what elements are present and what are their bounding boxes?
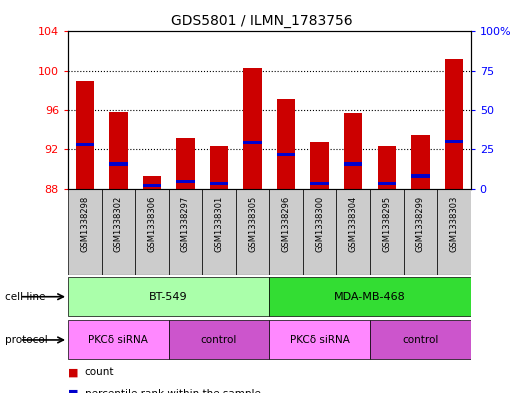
Bar: [311, 142, 329, 189]
Bar: [378, 182, 396, 185]
Bar: [109, 162, 128, 166]
Bar: [269, 321, 370, 359]
Bar: [68, 277, 269, 316]
Text: GSM1338304: GSM1338304: [349, 196, 358, 252]
Bar: [269, 189, 303, 275]
Text: GSM1338300: GSM1338300: [315, 196, 324, 252]
Text: MDA-MB-468: MDA-MB-468: [334, 292, 406, 302]
Bar: [437, 189, 471, 275]
Bar: [75, 143, 94, 146]
Text: GSM1338306: GSM1338306: [147, 196, 156, 252]
Bar: [202, 189, 236, 275]
Bar: [176, 138, 195, 189]
Bar: [68, 321, 168, 359]
Bar: [445, 140, 463, 143]
Bar: [168, 321, 269, 359]
Text: control: control: [201, 335, 237, 345]
Bar: [303, 189, 336, 275]
Text: GSM1338305: GSM1338305: [248, 196, 257, 252]
Bar: [311, 182, 329, 185]
Bar: [135, 189, 168, 275]
Bar: [109, 112, 128, 189]
Bar: [277, 99, 295, 189]
Bar: [445, 59, 463, 189]
Text: GSM1338295: GSM1338295: [382, 196, 391, 252]
Bar: [210, 182, 228, 185]
Text: BT-549: BT-549: [150, 292, 188, 302]
Text: cell line: cell line: [5, 292, 46, 302]
Bar: [143, 176, 161, 189]
Bar: [101, 189, 135, 275]
Bar: [336, 189, 370, 275]
Text: GSM1338302: GSM1338302: [114, 196, 123, 252]
Bar: [176, 180, 195, 184]
Bar: [370, 189, 404, 275]
Text: GSM1338299: GSM1338299: [416, 196, 425, 252]
Text: ■: ■: [68, 367, 78, 377]
Bar: [370, 321, 471, 359]
Bar: [277, 152, 295, 156]
Text: GSM1338297: GSM1338297: [181, 196, 190, 252]
Bar: [243, 68, 262, 189]
Bar: [243, 141, 262, 144]
Text: control: control: [402, 335, 439, 345]
Text: PKCδ siRNA: PKCδ siRNA: [88, 335, 148, 345]
Text: GSM1338296: GSM1338296: [281, 196, 291, 252]
Bar: [411, 134, 429, 189]
Bar: [269, 277, 471, 316]
Bar: [411, 174, 429, 178]
Text: GSM1338301: GSM1338301: [214, 196, 223, 252]
Text: GDS5801 / ILMN_1783756: GDS5801 / ILMN_1783756: [170, 14, 353, 28]
Bar: [168, 189, 202, 275]
Bar: [68, 189, 101, 275]
Text: GSM1338303: GSM1338303: [449, 196, 459, 252]
Bar: [75, 81, 94, 189]
Bar: [143, 184, 161, 187]
Bar: [344, 162, 362, 166]
Bar: [404, 189, 437, 275]
Bar: [344, 113, 362, 189]
Text: protocol: protocol: [5, 335, 48, 345]
Text: percentile rank within the sample: percentile rank within the sample: [85, 389, 260, 393]
Text: ■: ■: [68, 389, 78, 393]
Text: PKCδ siRNA: PKCδ siRNA: [290, 335, 349, 345]
Bar: [236, 189, 269, 275]
Text: count: count: [85, 367, 114, 377]
Text: GSM1338298: GSM1338298: [80, 196, 89, 252]
Bar: [210, 146, 228, 189]
Bar: [378, 146, 396, 189]
